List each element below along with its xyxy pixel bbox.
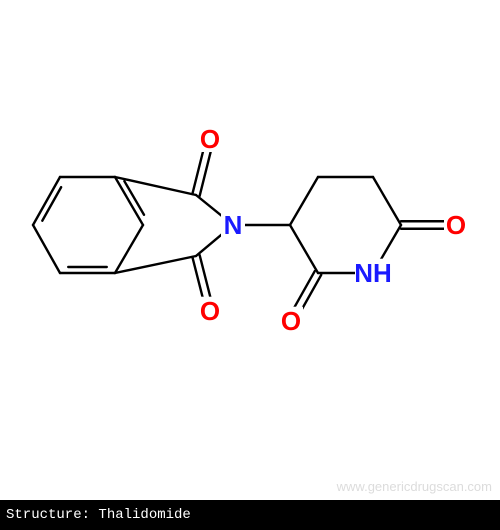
structure-canvas: O O N NH O O www.genericdrugscan.com xyxy=(0,0,500,500)
o-atom-label: O xyxy=(446,210,466,240)
n-atom-label: NH xyxy=(354,258,392,288)
o-atom-label: O xyxy=(200,124,220,154)
watermark-text: www.genericdrugscan.com xyxy=(337,479,492,494)
o-atom-label: O xyxy=(281,306,301,336)
o-atom-label: O xyxy=(200,296,220,326)
footer-label: Structure: Thalidomide xyxy=(0,500,500,530)
molecule-svg: O O N NH O O xyxy=(0,0,500,500)
n-atom-label: N xyxy=(224,210,243,240)
